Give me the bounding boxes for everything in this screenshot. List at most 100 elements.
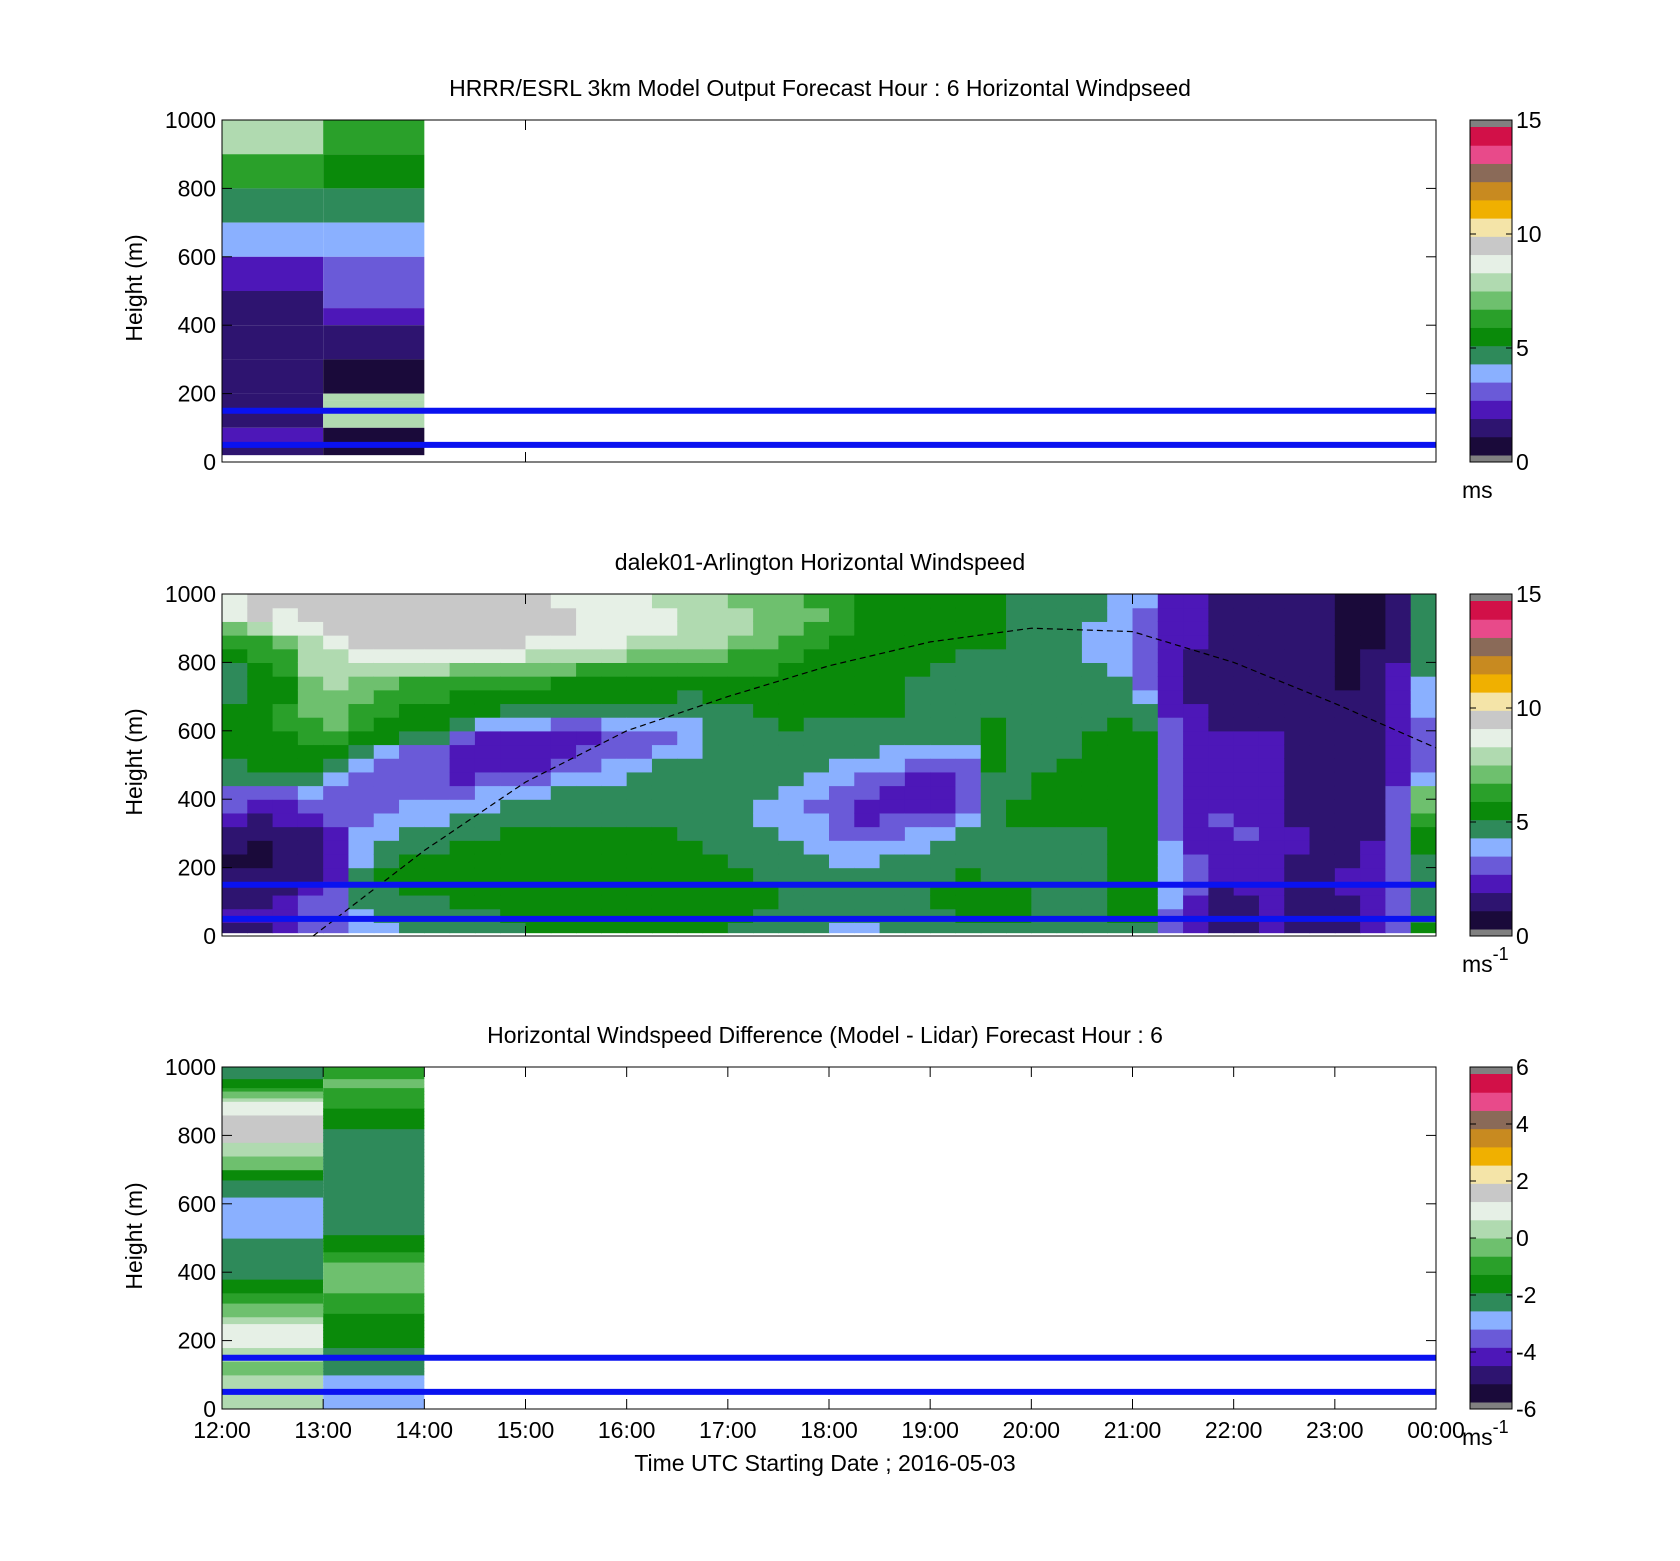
heatmap-cell: [1309, 894, 1336, 910]
heatmap-cell: [930, 867, 957, 882]
heatmap-cell: [222, 1313, 324, 1318]
heatmap-cell: [904, 744, 931, 759]
heatmap-cell: [500, 771, 527, 787]
heatmap-cell: [1183, 840, 1209, 855]
heatmap-cell: [1208, 853, 1235, 869]
heatmap-cell: [904, 594, 931, 609]
heatmap-cell: [702, 922, 729, 934]
heatmap-cell: [879, 771, 906, 787]
heatmap-cell: [1309, 594, 1336, 609]
heatmap-cell: [1132, 853, 1159, 869]
heatmap-cell: [727, 758, 754, 773]
heatmap-cell: [449, 785, 476, 800]
heatmap-cell: [424, 703, 451, 718]
heatmap-cell: [1410, 676, 1436, 691]
heatmap-cell: [399, 594, 425, 609]
heatmap-cell: [500, 689, 527, 705]
heatmap-cell: [474, 758, 501, 773]
heatmap-cell: [1056, 785, 1083, 800]
heatmap-cell: [651, 662, 678, 677]
heatmap-cell: [297, 730, 324, 746]
heatmap-cell: [272, 894, 299, 910]
colorbar-segment: [1470, 1183, 1512, 1203]
heatmap-cell: [399, 662, 425, 677]
y-tick-label: 800: [178, 1122, 216, 1148]
heatmap-cell: [1208, 703, 1235, 718]
heatmap-cell: [1183, 717, 1209, 732]
heatmap-cell: [1334, 662, 1361, 677]
heatmap-cell: [879, 744, 906, 759]
heatmap-cell: [323, 1176, 425, 1181]
colorbar-segment: [1470, 291, 1512, 310]
heatmap-cell: [1258, 758, 1285, 773]
heatmap-cell: [474, 648, 501, 663]
x-tick-label: 16:00: [598, 1417, 656, 1443]
heatmap-cell: [829, 607, 855, 622]
heatmap-cell: [525, 771, 552, 787]
heatmap-cell: [626, 703, 653, 718]
heatmap-cell: [449, 594, 476, 609]
heatmap-cell: [1436, 635, 1462, 649]
heatmap-cell: [1183, 648, 1209, 663]
heatmap-cell: [297, 662, 324, 677]
colorbar-segment: [1470, 692, 1512, 711]
heatmap-cell: [1334, 676, 1361, 691]
heatmap-cell: [677, 853, 704, 869]
colorbar-cap: [1470, 594, 1512, 601]
heatmap-cell: [803, 867, 830, 882]
colorbar-cap: [1470, 120, 1512, 127]
heatmap-cell: [550, 676, 577, 691]
heatmap-cell: [373, 922, 400, 934]
heatmap-cell: [348, 717, 375, 732]
colorbar-tick-label: 5: [1516, 335, 1529, 361]
heatmap-cell: [1309, 689, 1336, 705]
heatmap-cell: [626, 717, 653, 732]
heatmap-cell: [727, 730, 754, 746]
heatmap-cell: [1233, 730, 1260, 746]
plot-frame: [221, 119, 1437, 463]
heatmap-cell: [829, 621, 855, 636]
heatmap-cell: [222, 256, 324, 291]
heatmap-cell: [525, 840, 552, 855]
heatmap-cell: [323, 1238, 425, 1243]
heatmap-cell: [955, 853, 982, 869]
heatmap-cell: [1208, 826, 1235, 841]
colorbar-frame: [1469, 593, 1513, 937]
colorbar-tick-label: 15: [1516, 581, 1542, 607]
heatmap-cell: [1157, 812, 1184, 828]
heatmap-cell: [1006, 689, 1032, 705]
heatmap-cell: [449, 607, 476, 622]
heatmap-cell: [449, 799, 476, 814]
heatmap-cell: [474, 607, 501, 622]
heatmap-cell: [272, 799, 299, 814]
heatmap-cell: [803, 676, 830, 691]
heatmap-cell: [601, 621, 628, 636]
heatmap-cell: [930, 744, 957, 759]
heatmap-cell: [1157, 703, 1184, 718]
colorbar-segment: [1470, 163, 1512, 183]
heatmap-cell: [1132, 785, 1159, 800]
heatmap-cell: [222, 607, 248, 622]
heatmap-cell: [247, 635, 274, 650]
heatmap-cell: [601, 799, 628, 814]
heatmap-cell: [525, 689, 552, 705]
heatmap-cell: [1258, 799, 1285, 814]
heatmap-cell: [955, 812, 982, 828]
x-tick-label: 21:00: [1104, 1417, 1162, 1443]
heatmap-cell: [525, 894, 552, 910]
heatmap-cell: [1385, 799, 1412, 814]
colorbar-segment: [1470, 181, 1512, 201]
heatmap-cell: [829, 867, 855, 882]
colorbar-segment: [1470, 837, 1512, 857]
heatmap-cell: [1436, 744, 1462, 758]
heatmap-cell: [702, 648, 729, 663]
heatmap-cell: [399, 867, 425, 882]
heatmap-cell: [829, 894, 855, 910]
colorbar-segment: [1470, 910, 1512, 930]
colorbar-tick-label: 0: [1516, 1225, 1529, 1251]
heatmap-cell: [323, 621, 350, 636]
heatmap-cell: [1309, 676, 1336, 691]
heatmap-cell: [323, 1186, 425, 1191]
heatmap-cell: [753, 635, 780, 650]
heatmap-cell: [1385, 840, 1412, 855]
